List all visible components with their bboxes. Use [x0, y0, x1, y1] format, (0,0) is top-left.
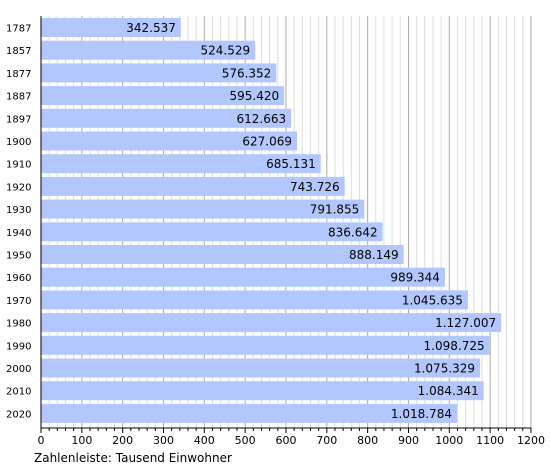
bar-1910 [41, 154, 321, 174]
bar-1960 [41, 267, 445, 287]
value-label: 1.018.784 [391, 407, 452, 421]
bar-2000 [41, 358, 481, 378]
category-label: 1900 [6, 137, 31, 148]
category-label: 1940 [6, 228, 31, 239]
value-label: 743.726 [290, 180, 340, 194]
x-tick-label: 200 [112, 434, 133, 447]
category-label: 2010 [6, 387, 31, 398]
bar-1900 [41, 131, 298, 151]
category-label: 1910 [6, 160, 31, 171]
value-label: 1.084.341 [418, 384, 479, 398]
value-label: 612.663 [237, 112, 287, 126]
category-label: 1980 [6, 319, 31, 330]
value-label: 1.045.635 [402, 293, 463, 307]
value-label: 595.420 [229, 89, 279, 103]
category-label: 1787 [6, 24, 31, 35]
x-tick-label: 1000 [435, 434, 463, 447]
value-label: 1.075.329 [414, 362, 475, 376]
value-label: 524.529 [201, 44, 251, 58]
x-tick-label: 400 [194, 434, 215, 447]
labels: 1787 342.537 1857 524.529 1877 576.352 1887 595… [6, 21, 545, 447]
category-label: 1960 [6, 273, 31, 284]
value-label: 685.131 [266, 157, 316, 171]
bar-1920 [41, 176, 345, 196]
value-label: 1.127.007 [435, 316, 496, 330]
category-label: 1877 [6, 69, 31, 80]
category-label: 1897 [6, 114, 31, 125]
x-tick-label: 800 [357, 434, 378, 447]
bar-1950 [41, 245, 404, 264]
value-label: 836.642 [328, 225, 378, 239]
value-label: 888.149 [349, 248, 399, 262]
value-label: 576.352 [222, 66, 272, 80]
axis-note: Zahlenleiste: Tausend Einwohner [34, 451, 232, 465]
bar-1897 [41, 108, 292, 128]
category-label: 1857 [6, 46, 31, 57]
category-label: 2000 [6, 364, 31, 375]
value-label: 791.855 [310, 203, 360, 217]
value-label: 627.069 [242, 135, 292, 149]
category-label: 1950 [6, 251, 31, 262]
category-label: 1990 [6, 341, 31, 352]
axes [40, 16, 532, 433]
x-tick-label: 1100 [476, 434, 504, 447]
value-label: 989.344 [390, 271, 440, 285]
x-tick-label: 300 [153, 434, 174, 447]
bar-1857 [41, 40, 256, 60]
bar-1930 [41, 199, 365, 219]
x-tick-label: 1200 [517, 434, 545, 447]
bar-2020 [41, 403, 457, 423]
value-label: 1.098.725 [424, 339, 485, 353]
category-label: 1970 [6, 296, 31, 307]
bar-1940 [41, 222, 383, 242]
x-tick-label: 600 [275, 434, 296, 447]
category-label: 1930 [6, 205, 31, 216]
bar-1887 [41, 86, 285, 106]
x-tick-label: 500 [235, 434, 256, 447]
x-tick-label: 700 [316, 434, 337, 447]
bar-1980 [41, 313, 502, 333]
value-label: 342.537 [126, 21, 176, 35]
category-label: 2020 [6, 409, 31, 420]
x-tick-label: 100 [71, 434, 92, 447]
x-tick-label: 900 [398, 434, 419, 447]
x-tick-label: 0 [38, 434, 45, 447]
bars [41, 18, 502, 423]
bar-1970 [41, 290, 468, 310]
category-label: 1887 [6, 92, 31, 103]
bar-1877 [41, 63, 277, 83]
bar-1787 [41, 18, 181, 37]
bar-1990 [41, 335, 490, 355]
bar-2010 [41, 381, 484, 401]
category-label: 1920 [6, 182, 31, 193]
